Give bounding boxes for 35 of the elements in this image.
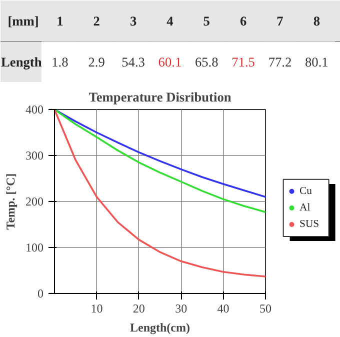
x-tick-label: 10 (90, 302, 103, 316)
x-tick-label: 7 (276, 14, 284, 28)
y-tick-label: 100 (26, 240, 44, 254)
x-tick-label: 50 (260, 302, 272, 316)
data-label: 54.3 (122, 54, 146, 70)
x-axis-title: Length(cm) (130, 320, 190, 334)
x-tick-label: 6 (240, 14, 247, 28)
data-label: 65.8 (194, 54, 219, 70)
x-tick-label: 30 (175, 302, 188, 316)
data-label: 80.1 (305, 54, 328, 70)
line-series (54, 110, 266, 278)
x-tick-label: 2 (93, 14, 100, 28)
legend-label: Al (300, 202, 310, 214)
x-tick-label: 3 (130, 14, 137, 28)
y-axis-title: Temp. [°C] (4, 173, 18, 230)
data-label: 71.5 (232, 54, 256, 70)
data-label: 1.8 (52, 54, 69, 70)
y-tick-label: 400 (26, 102, 44, 116)
y-tick-label: Length (1, 54, 42, 70)
legend-label: SUS (300, 219, 320, 230)
data-label: 77.2 (268, 54, 292, 70)
x-tick-label: 40 (217, 302, 230, 316)
x-tick-label: 5 (203, 14, 210, 28)
chart-title: Temperature Disribution (88, 90, 232, 104)
legend-label: Cu (300, 186, 313, 197)
x-tick-label: 20 (132, 302, 145, 316)
y-tick-label: 200 (26, 194, 44, 208)
x-axis-title: [mm] (8, 14, 39, 28)
y-tick-label: 0 (38, 286, 44, 300)
y-tick-label: 300 (26, 148, 44, 162)
x-tick-label: 4 (166, 14, 174, 28)
data-label: 2.9 (88, 54, 106, 70)
data-label: 60.1 (158, 54, 182, 70)
x-tick-label: 8 (313, 14, 320, 28)
x-tick-label: 1 (56, 14, 64, 28)
